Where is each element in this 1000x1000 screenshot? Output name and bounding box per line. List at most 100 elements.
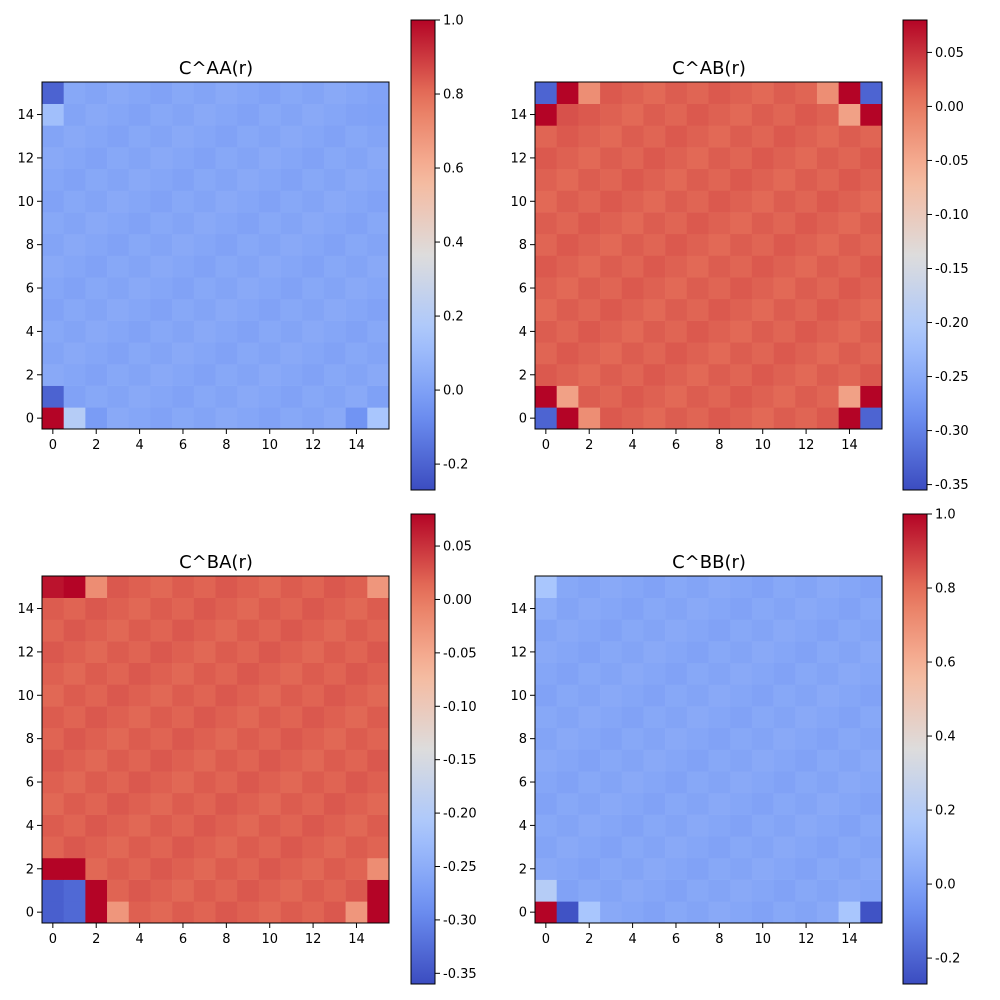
heatmap-cell xyxy=(150,662,173,685)
heatmap-cell xyxy=(193,125,216,148)
x-tick-label: 6 xyxy=(672,438,680,453)
heatmap-cell xyxy=(302,320,325,343)
heatmap-cell xyxy=(150,277,173,300)
heatmap-cell xyxy=(323,576,346,598)
heatmap-cell xyxy=(816,641,839,664)
colorbar-tick-label: 0.6 xyxy=(935,656,956,671)
colorbar-caa: -0.2 0.0 0.2 0.4 0.6 0.8 1.0 xyxy=(410,14,468,491)
heatmap-cell xyxy=(686,901,709,924)
x-tick-label: 2 xyxy=(585,932,593,947)
heatmap-cell xyxy=(367,749,390,772)
heatmap-cell xyxy=(751,792,774,815)
heatmap-cell xyxy=(730,749,753,772)
heatmap-cell xyxy=(621,684,644,707)
heatmap-cell xyxy=(665,147,688,170)
heatmap-cell xyxy=(128,147,151,170)
heatmap-cell xyxy=(302,727,325,750)
panel-title: C^BA(r) xyxy=(179,552,253,573)
heatmap-cell xyxy=(128,684,151,707)
heatmap-cell xyxy=(128,277,151,300)
heatmap-cell xyxy=(860,814,883,837)
y-tick-label: 12 xyxy=(510,645,527,660)
heatmap-cell xyxy=(773,320,796,343)
heatmap-cell xyxy=(751,82,774,104)
plot-frame xyxy=(41,81,390,430)
heatmap-cell xyxy=(621,749,644,772)
heatmap-cell xyxy=(600,901,623,924)
heatmap-cell xyxy=(708,597,731,620)
heatmap-cell xyxy=(215,879,238,902)
panel-title: C^AB(r) xyxy=(672,58,746,79)
heatmap-cell xyxy=(85,727,108,750)
x-axis-ticks: 0 2 4 6 8 10 12 14 xyxy=(49,429,365,453)
heatmap-cell xyxy=(280,277,303,300)
heatmap-cell xyxy=(107,255,130,278)
heatmap-cell xyxy=(128,255,151,278)
heatmap-cell xyxy=(367,641,390,664)
heatmap-cell xyxy=(535,857,557,880)
heatmap-cell xyxy=(600,103,623,126)
heatmap-cell xyxy=(795,619,818,642)
heatmap-cell xyxy=(730,901,753,924)
heatmap-cell xyxy=(280,879,303,902)
heatmap-cell xyxy=(860,662,883,685)
heatmap-cell xyxy=(556,771,579,794)
heatmap-cell xyxy=(556,82,579,104)
heatmap-cell xyxy=(367,684,390,707)
x-tick-label: 8 xyxy=(222,932,230,947)
heatmap-cell xyxy=(128,706,151,729)
y-axis-ticks: 0 2 4 6 8 10 12 14 xyxy=(510,108,535,427)
heatmap-cell xyxy=(63,814,86,837)
heatmap-cell xyxy=(215,792,238,815)
panel-title: C^AA(r) xyxy=(179,58,253,79)
heatmap-cell xyxy=(730,320,753,343)
heatmap-cell xyxy=(621,857,644,880)
heatmap-cell xyxy=(816,363,839,386)
heatmap-cell xyxy=(280,233,303,256)
heatmap-cell xyxy=(107,771,130,794)
heatmap-cell xyxy=(42,82,64,104)
heatmap-cell xyxy=(773,212,796,235)
heatmap-cell xyxy=(643,385,666,408)
heatmap-cell xyxy=(816,342,839,365)
colorbar-tick-label: 0.00 xyxy=(443,593,472,608)
heatmap-cell xyxy=(556,103,579,126)
heatmap-cell xyxy=(42,619,64,642)
heatmap-cell xyxy=(556,662,579,685)
heatmap-cell xyxy=(150,407,173,430)
heatmap-cell xyxy=(816,298,839,321)
heatmap-cell xyxy=(730,706,753,729)
heatmap-cell xyxy=(708,792,731,815)
heatmap-cell xyxy=(42,814,64,837)
heatmap-cell xyxy=(323,879,346,902)
heatmap-cell xyxy=(367,407,390,430)
heatmap-cell xyxy=(578,727,601,750)
heatmap-cell xyxy=(172,212,195,235)
x-tick-label: 14 xyxy=(841,932,858,947)
heatmap-cell xyxy=(237,879,260,902)
heatmap-cell xyxy=(280,125,303,148)
heatmap-cell xyxy=(643,255,666,278)
heatmap-cell xyxy=(643,619,666,642)
heatmap-cell xyxy=(280,363,303,386)
heatmap-cell xyxy=(773,363,796,386)
heatmap-cell xyxy=(665,342,688,365)
heatmap-cell xyxy=(215,385,238,408)
heatmap-cell xyxy=(150,597,173,620)
heatmap-cell xyxy=(42,147,64,170)
heatmap-cell xyxy=(578,147,601,170)
heatmap-cell xyxy=(280,684,303,707)
heatmap-cell xyxy=(708,576,731,598)
heatmap-cell xyxy=(128,814,151,837)
y-tick-label: 8 xyxy=(26,732,34,747)
heatmap-cell xyxy=(773,792,796,815)
heatmap-cell xyxy=(63,619,86,642)
heatmap-cell xyxy=(621,901,644,924)
heatmap-cell xyxy=(773,147,796,170)
heatmap-cell xyxy=(751,342,774,365)
heatmap-cell xyxy=(730,147,753,170)
heatmap-cell xyxy=(150,82,173,104)
heatmap-cell xyxy=(237,771,260,794)
heatmap-cell xyxy=(237,792,260,815)
